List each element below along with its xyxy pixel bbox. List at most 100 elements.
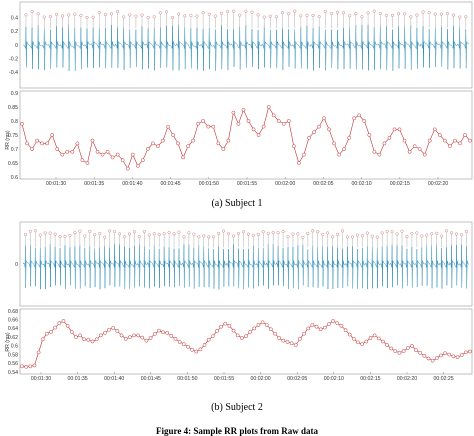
rr-point (447, 352, 452, 357)
rr-point (161, 330, 165, 335)
peak-marker (42, 15, 46, 19)
peak-marker (207, 12, 211, 16)
subject1-rr-yticks: 0.9 0.85 0.8 0.75 0.7 0.65 0.6 (8, 91, 18, 181)
subject1-rr-plot (20, 105, 472, 171)
signal-trace (22, 244, 470, 290)
peak-marker (113, 230, 117, 234)
rr-point (464, 350, 468, 355)
rr-point (372, 333, 377, 338)
rr-point (125, 166, 130, 171)
rr-point (206, 337, 211, 342)
rr-point (273, 331, 277, 336)
peak-marker (390, 230, 394, 234)
rr-point (135, 163, 140, 168)
peak-marker (142, 229, 146, 234)
peak-marker (189, 13, 193, 17)
rr-point (221, 147, 226, 151)
rr-point (405, 346, 410, 350)
subject2-rr-plot (20, 319, 472, 369)
signal-ytick-label: 0 (15, 43, 18, 49)
peak-marker (202, 234, 206, 238)
rr-point (45, 141, 50, 146)
rr-point (468, 138, 472, 143)
rr-xtick-label: 00:01:50 (177, 376, 197, 382)
peak-marker (33, 229, 37, 233)
peak-marker (335, 10, 340, 14)
rr-xtick-label: 00:02:20 (397, 376, 417, 382)
rr-point (215, 329, 219, 333)
rr-point (434, 356, 439, 360)
peak-marker (435, 231, 439, 235)
rr-point (45, 331, 49, 336)
rr-point (392, 127, 397, 132)
rr-ytick-label: 0.56 (8, 361, 18, 367)
rr-point (211, 124, 216, 129)
rr-point (266, 105, 271, 109)
rr-point (50, 133, 55, 137)
peak-marker (301, 235, 305, 239)
peak-marker (53, 232, 57, 236)
rr-xtick-label: 00:01:55 (214, 376, 234, 382)
peak-marker (83, 234, 87, 238)
rr-point (105, 149, 110, 154)
rr-point (98, 333, 103, 338)
rr-point (248, 330, 252, 334)
rr-point (397, 127, 402, 132)
rr-point (144, 338, 149, 343)
rr-point (360, 342, 364, 346)
rr-point (269, 327, 273, 332)
rr-point (264, 323, 269, 327)
caption-subject2: (b) Subject 2 (211, 402, 263, 413)
rr-point (291, 144, 296, 149)
rr-point (261, 124, 266, 129)
rr-point (437, 133, 442, 137)
rr-point (111, 326, 116, 330)
rr-point (132, 333, 136, 338)
peak-marker (103, 12, 107, 17)
rr-point (70, 149, 75, 154)
rr-point (310, 323, 315, 327)
rr-point (95, 149, 100, 154)
rr-point (376, 336, 381, 341)
rr-point (368, 336, 373, 340)
peak-marker (286, 235, 290, 239)
peak-marker (122, 235, 127, 239)
rr-point (49, 330, 53, 334)
rr-xtick-label: 00:01:40 (122, 181, 142, 187)
rr-point (69, 330, 74, 334)
subject1-rr-panel: 0.9 0.85 0.8 0.75 0.7 0.65 0.6 RR (ms) 00:01:3… (5, 90, 473, 187)
rr-point (281, 338, 286, 343)
peak-marker (421, 10, 425, 14)
peak-marker (365, 231, 369, 235)
rr-point (90, 339, 95, 344)
rr-point (389, 346, 394, 351)
peak-marker (420, 234, 424, 238)
rr-point (186, 344, 190, 349)
peak-marker (262, 15, 266, 19)
peak-marker (439, 12, 443, 16)
rr-point (337, 152, 341, 157)
signal-ytick-label: 0.4 (11, 15, 18, 21)
peak-marker (192, 232, 196, 236)
peak-marker (61, 14, 65, 18)
rr-xtick-label: 00:01:45 (141, 376, 161, 382)
peak-marker (350, 235, 354, 239)
rr-point (202, 343, 207, 347)
peak-marker (137, 234, 141, 239)
rr-point (223, 321, 228, 326)
subject2-signal-yticks: 0 (15, 262, 18, 268)
rr-point (196, 121, 201, 126)
peak-marker (78, 229, 82, 233)
peak-marker (458, 15, 462, 19)
peak-marker (326, 231, 330, 235)
peak-marker (73, 12, 77, 16)
rr-point (36, 350, 41, 355)
rr-point (244, 334, 248, 339)
peak-marker (172, 232, 176, 236)
rr-point (256, 323, 261, 327)
rr-point (271, 113, 276, 118)
rr-point (191, 138, 195, 143)
peak-marker (213, 14, 217, 18)
rr-point (342, 147, 347, 151)
rr-point (140, 158, 145, 163)
